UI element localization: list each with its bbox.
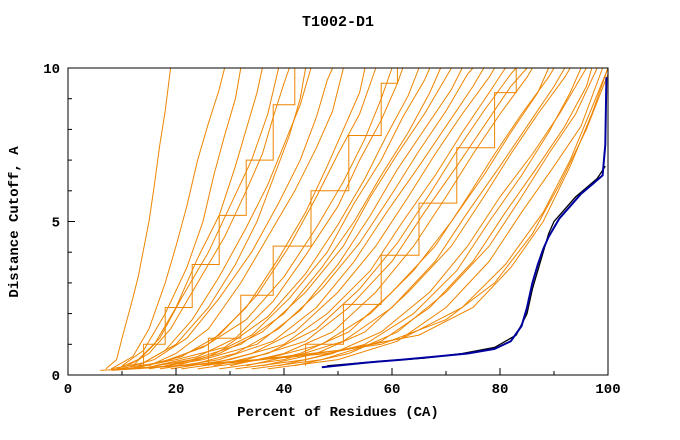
series-line-orange: [246, 67, 555, 367]
x-axis-label: Percent of Residues (CA): [237, 405, 439, 421]
series-line-orange: [116, 67, 280, 370]
series-line-orange: [127, 67, 420, 370]
series-line-orange: [148, 67, 344, 367]
series-line-orange: [154, 67, 404, 367]
series-line-orange: [137, 67, 312, 367]
series-line-navy: [321, 77, 608, 369]
series-line-orange: [202, 67, 496, 367]
x-tick-label: 100: [595, 382, 620, 398]
series-line-orange: [100, 67, 609, 371]
series-line-orange: [197, 67, 550, 370]
series-line-orange: [207, 68, 398, 366]
chart-title: T1002-D1: [302, 14, 374, 31]
series-line-orange: [143, 68, 296, 366]
series-line-orange: [111, 67, 307, 370]
y-tick-label: 5: [52, 216, 60, 232]
series-line-orange: [110, 67, 226, 370]
y-tick-label: 10: [43, 62, 60, 78]
series-line-orange: [181, 67, 528, 370]
x-tick-label: 0: [64, 382, 72, 398]
x-tick-label: 40: [276, 382, 293, 398]
series-line-orange: [121, 67, 609, 370]
x-tick-label: 80: [492, 382, 509, 398]
series-line-orange: [159, 67, 485, 370]
series-line-orange: [278, 67, 587, 367]
series-line-orange: [170, 67, 506, 370]
series-line-orange: [138, 67, 442, 370]
series-line-orange: [121, 67, 242, 367]
plot-area: 0 20 40 60 80 100 0 5 10: [43, 62, 620, 398]
series-line-orange: [116, 67, 393, 370]
x-tick-label: 20: [168, 382, 185, 398]
series-line-orange: [111, 73, 609, 371]
x-tick-label: 60: [384, 382, 401, 398]
series-line-orange: [105, 67, 172, 370]
series-line-orange: [143, 67, 377, 367]
series-line-orange: [165, 67, 431, 367]
series-line-orange: [219, 67, 566, 370]
series-line-orange: [175, 67, 452, 367]
series-line-orange: [121, 67, 334, 370]
y-tick-label: 0: [52, 369, 60, 385]
y-axis-label: Distance Cutoff, A: [7, 146, 23, 298]
series-line-orange: [127, 67, 290, 367]
series-line-orange: [305, 68, 517, 366]
series-line-orange: [262, 67, 571, 367]
series-line-orange: [186, 67, 474, 367]
series-line-orange: [251, 67, 593, 370]
series-line-orange: [267, 67, 604, 370]
series-line-orange: [229, 67, 533, 367]
series-line-orange: [148, 67, 463, 370]
